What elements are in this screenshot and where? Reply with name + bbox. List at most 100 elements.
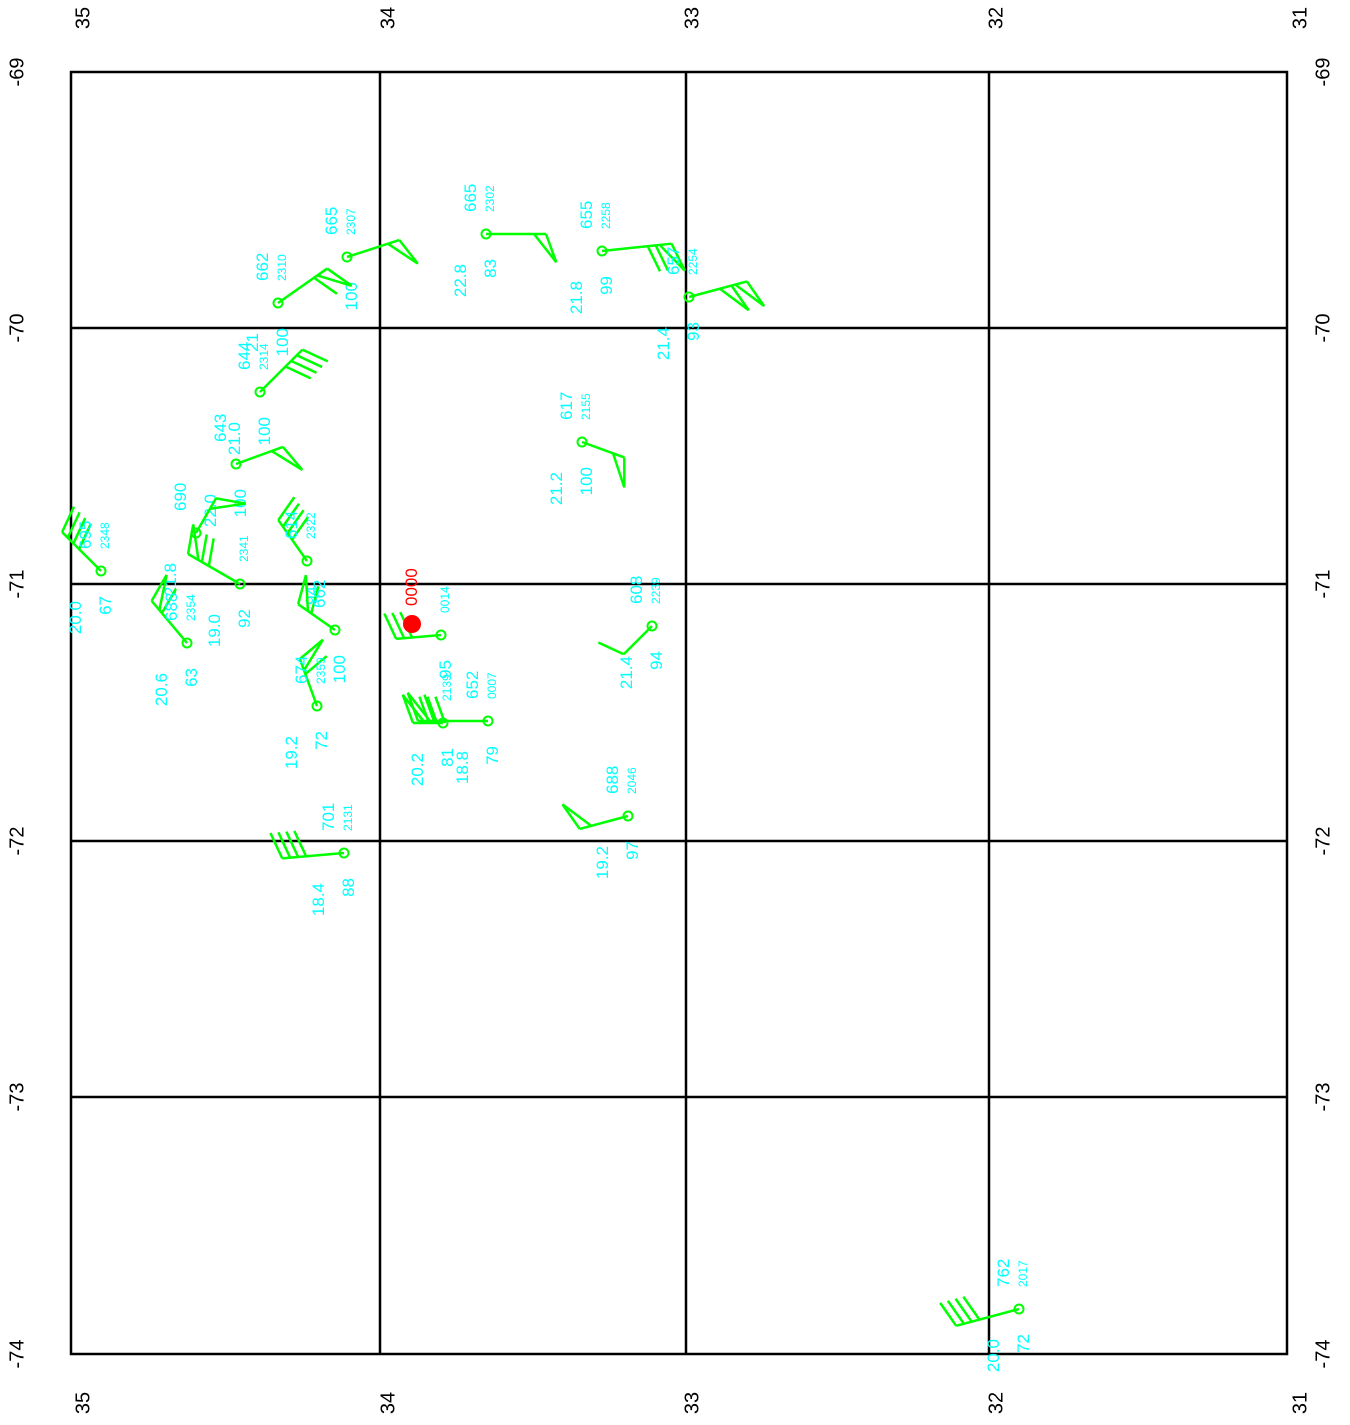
station-plot: 652 0007 18.8 79: [406, 671, 502, 784]
highlighted-station-label: 0000: [402, 568, 421, 606]
station-time-label: 2258: [599, 202, 613, 229]
station-temp-label: 21.4: [617, 656, 636, 689]
wind-barb-tick: [383, 613, 398, 640]
station-plot: 0014 95: [383, 586, 455, 679]
wind-barb-tick: [200, 534, 208, 563]
station-temp-label: 21: [243, 333, 262, 352]
station-time-label: 2139: [440, 674, 454, 701]
station-temp-label: 22.8: [451, 264, 470, 297]
station-plot: 657 2254 21.4 93: [654, 247, 766, 360]
wind-barb-staff: [298, 658, 319, 707]
station-pressure-label: 644: [235, 342, 254, 370]
wind-barb-tick: [313, 276, 338, 295]
station-time-label: 0014: [438, 586, 452, 613]
lat-label-right: -74: [1312, 1340, 1334, 1369]
wind-barb-tick: [391, 612, 406, 639]
map-grid: [69, 70, 1289, 1356]
station-plot: 644 2314 21.0 100: [225, 342, 329, 455]
lon-label-bottom: 33: [681, 1392, 703, 1414]
station-plot: 662 2310 21 100: [243, 253, 353, 356]
wind-barb-flag: [299, 638, 324, 671]
wind-barb-staff: [955, 1307, 1020, 1328]
wind-barb-tick: [277, 496, 296, 521]
station-pressure-label: 655: [577, 201, 596, 229]
station-plot: 655 2258 21.8 99: [567, 201, 686, 314]
lat-label-left: -71: [6, 570, 28, 599]
station-plot: 662 100: [296, 574, 349, 683]
station-time-label: 2322: [304, 512, 318, 539]
lat-label-right: -72: [1312, 827, 1334, 856]
wind-barb-tick: [418, 696, 431, 724]
station-rh-label: 94: [647, 651, 666, 670]
lon-label-bottom: 32: [985, 1392, 1007, 1414]
lon-label-top: 32: [985, 7, 1007, 29]
wind-barb-tick: [597, 641, 625, 656]
station-marker: [437, 717, 449, 729]
station-rh-label: 88: [339, 878, 358, 897]
wind-barb-tick: [160, 588, 178, 614]
wind-barb-tick: [304, 655, 328, 676]
station-plot: 617 2155 21.2 100: [547, 392, 626, 505]
lat-label-right: -73: [1312, 1083, 1334, 1112]
station-pressure-label: 643: [211, 414, 230, 442]
station-rh-label: 99: [597, 276, 616, 295]
wind-barb-tick: [301, 348, 329, 363]
lat-label-left: -74: [6, 1340, 28, 1369]
station-rh-label: 100: [577, 467, 596, 495]
station-marker: [646, 620, 658, 632]
station-rh-label: 100: [273, 328, 292, 356]
station-marker: [95, 565, 107, 577]
wind-barb-flag: [150, 574, 168, 611]
station-marker: [596, 245, 608, 257]
station-marker: [683, 291, 695, 303]
lat-label-right: -69: [1312, 58, 1334, 87]
station-rh-label: 79: [483, 746, 502, 765]
station-time-label: 2354: [184, 594, 198, 621]
wind-barb-staff: [622, 625, 653, 656]
wind-barb-tick: [207, 538, 215, 567]
station-rh-label: 97: [623, 841, 642, 860]
station-pressure-label: 665: [322, 207, 341, 235]
wind-barb-tick: [654, 244, 670, 272]
wind-barb-flag: [316, 267, 353, 287]
station-plot: 674 2359 19.2 72: [282, 638, 331, 769]
station-temp-label: 20.0: [984, 1339, 1003, 1372]
station-pressure-label: 662: [253, 253, 272, 281]
wind-barb-staff: [688, 280, 748, 299]
station-time-label: 2239: [649, 577, 663, 604]
wind-barb-flag: [209, 497, 246, 510]
wind-barb-tick: [939, 1302, 958, 1327]
wind-barb-staff: [259, 348, 304, 393]
station-marker: [480, 228, 492, 240]
station-temp-label: 21.4: [654, 327, 673, 360]
wind-barb-staff: [150, 600, 188, 644]
station-temp-label: 22.0: [201, 494, 220, 527]
wind-barb-flag: [561, 803, 593, 830]
top-longitude-labels: 35 34 33 32 31: [72, 7, 1311, 29]
wind-barb-flag: [296, 574, 310, 612]
right-latitude-labels: -69 -70 -71 -72 -73 -74: [1312, 58, 1334, 1369]
wind-barb-flag: [611, 452, 626, 488]
station-plot: 2341 19.0 92: [186, 524, 254, 647]
wind-barb-staff: [194, 497, 218, 534]
station-time-label: 2341: [237, 535, 251, 562]
station-marker: [622, 810, 634, 822]
wind-barb-flag: [186, 524, 200, 561]
lat-label-left: -72: [6, 827, 28, 856]
highlight-layer: 0000: [402, 568, 421, 633]
wind-barb-staff: [61, 531, 102, 572]
station-marker: [301, 555, 313, 567]
station-rh-label: 100: [330, 655, 349, 683]
station-temp-label: 18.4: [309, 883, 328, 916]
station-marker: [1013, 1303, 1025, 1315]
station-marker: [338, 847, 350, 859]
station-marker: [435, 629, 447, 641]
lon-label-top: 33: [681, 7, 703, 29]
wind-barb-tick: [423, 694, 436, 722]
station-pressure-label: 762: [994, 1259, 1013, 1287]
wind-barb-staff: [187, 552, 241, 586]
station-plot: 688 2354 20.6 63: [150, 574, 201, 706]
wind-barb-tick: [293, 830, 308, 857]
station-time-label: 2155: [579, 393, 593, 420]
